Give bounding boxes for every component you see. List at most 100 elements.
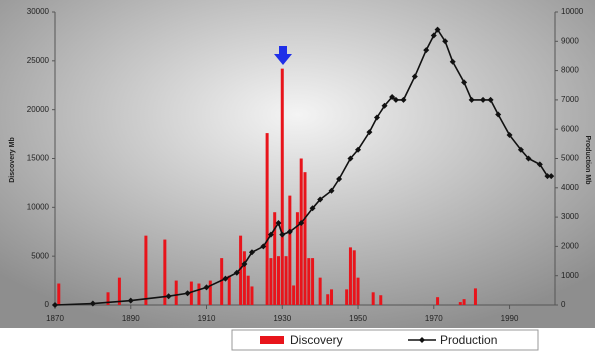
- marker: [525, 155, 532, 162]
- y-tick-label: 0: [45, 300, 50, 309]
- marker: [203, 284, 210, 291]
- marker: [495, 111, 502, 118]
- marker: [233, 269, 240, 276]
- marker: [536, 161, 543, 168]
- marker: [222, 275, 229, 282]
- bar: [280, 68, 284, 305]
- marker: [184, 290, 191, 297]
- marker: [461, 79, 468, 86]
- marker: [442, 38, 449, 45]
- marker: [89, 300, 96, 307]
- marker: [336, 176, 343, 183]
- y-tick-label: 5000: [31, 251, 49, 260]
- legend: [231, 329, 539, 351]
- y2-tick-label: 2000: [561, 242, 579, 251]
- bar: [246, 275, 250, 305]
- bar: [269, 258, 273, 305]
- bar: [265, 133, 269, 305]
- bar: [239, 235, 243, 305]
- x-tick-label: 1990: [501, 314, 519, 323]
- marker: [260, 243, 267, 250]
- bar: [326, 294, 330, 305]
- marker: [355, 146, 362, 153]
- bar: [307, 258, 311, 305]
- marker: [309, 205, 316, 212]
- marker: [241, 260, 248, 267]
- x-tick-label: 1930: [273, 314, 291, 323]
- marker: [267, 231, 274, 238]
- y2-tick-label: 9000: [561, 36, 579, 45]
- y-tick-label: 20000: [27, 105, 50, 114]
- y-tick-label: 30000: [27, 7, 50, 16]
- bar: [292, 285, 296, 305]
- marker: [298, 219, 305, 226]
- y2-tick-label: 6000: [561, 124, 579, 133]
- y2-tick-label: 8000: [561, 66, 579, 75]
- marker: [286, 228, 293, 235]
- legend-label: Production: [440, 333, 497, 347]
- marker: [449, 58, 456, 65]
- bar: [295, 212, 299, 305]
- bar: [242, 251, 246, 305]
- bar: [356, 277, 360, 305]
- marker: [400, 96, 407, 103]
- bar: [227, 275, 231, 305]
- marker: [165, 293, 172, 300]
- bar: [276, 256, 280, 305]
- bar: [299, 158, 303, 305]
- x-tick-label: 1970: [425, 314, 443, 323]
- bar: [250, 286, 254, 305]
- marker: [411, 73, 418, 80]
- bar: [311, 258, 315, 305]
- bar: [144, 235, 148, 305]
- bar: [57, 283, 61, 305]
- y2-tick-label: 3000: [561, 212, 579, 221]
- bar: [174, 280, 178, 305]
- bar: [462, 299, 466, 305]
- marker: [381, 102, 388, 109]
- marker: [434, 26, 441, 33]
- bar: [303, 172, 307, 305]
- x-tick-label: 1910: [198, 314, 216, 323]
- marker: [392, 96, 399, 103]
- bar: [352, 250, 356, 305]
- bar: [330, 289, 334, 305]
- x-tick-label: 1890: [122, 314, 140, 323]
- marker: [279, 231, 286, 238]
- bar: [458, 302, 462, 305]
- marker: [347, 155, 354, 162]
- marker: [127, 297, 134, 304]
- marker: [366, 129, 373, 136]
- bar: [163, 239, 167, 305]
- marker: [373, 114, 380, 121]
- y2-tick-label: 10000: [561, 7, 584, 16]
- y2-tick-label: 5000: [561, 154, 579, 163]
- marker: [517, 146, 524, 153]
- bar: [189, 281, 193, 305]
- bar: [473, 288, 477, 305]
- bar: [371, 292, 375, 305]
- x-tick-label: 1870: [46, 314, 64, 323]
- bar: [345, 289, 349, 305]
- marker: [468, 96, 475, 103]
- marker: [52, 302, 58, 308]
- marker: [423, 47, 430, 54]
- marker: [544, 173, 551, 180]
- marker: [275, 219, 282, 226]
- y2-tick-label: 1000: [561, 271, 579, 280]
- y2-tick-label: 0: [561, 300, 566, 309]
- bar: [197, 283, 201, 305]
- bar: [208, 280, 212, 305]
- bar: [106, 292, 110, 305]
- bar: [288, 195, 292, 305]
- bar: [220, 258, 224, 305]
- arrow-marker: [274, 46, 292, 65]
- bar: [379, 295, 383, 305]
- legend-label: Discovery: [290, 333, 343, 347]
- bar: [318, 277, 322, 305]
- y-axis-label: Discovery Mb: [9, 137, 16, 183]
- bar: [284, 256, 288, 305]
- y-tick-label: 15000: [27, 154, 50, 163]
- y-tick-label: 10000: [27, 202, 50, 211]
